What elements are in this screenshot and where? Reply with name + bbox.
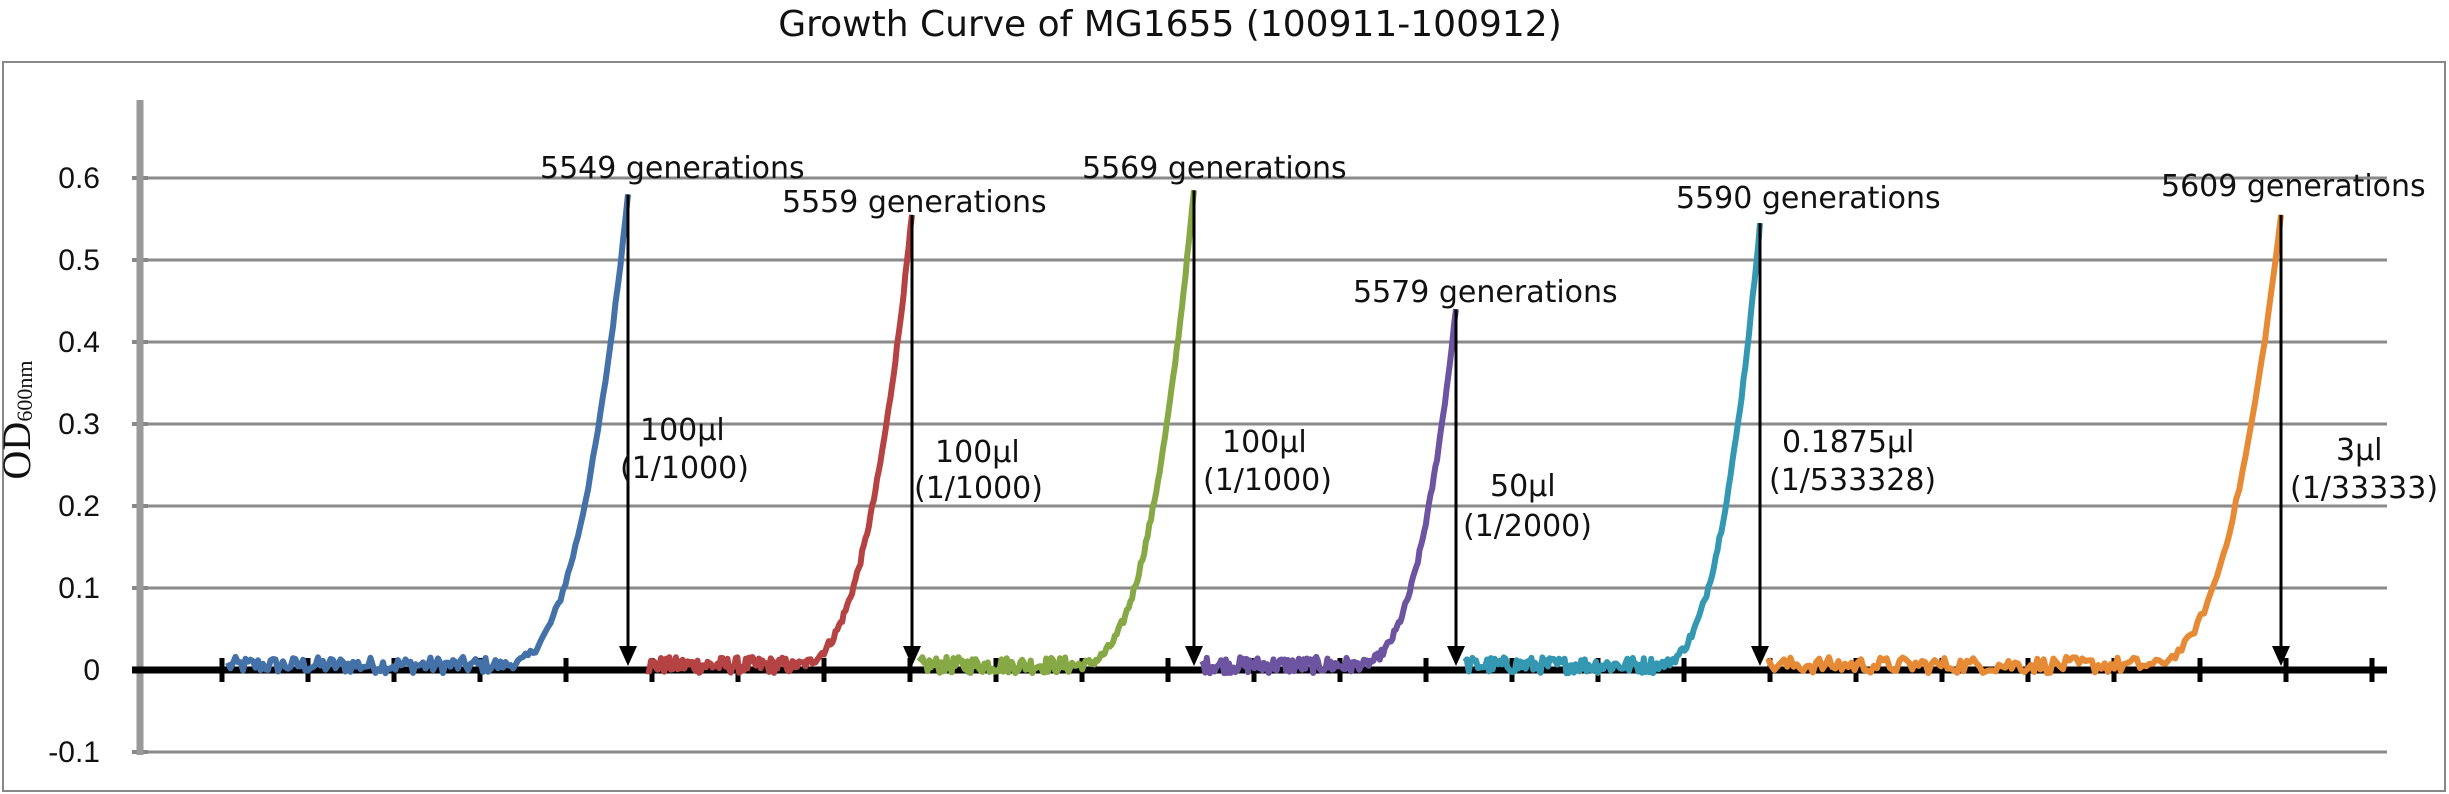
growth-curve-series-5 xyxy=(1462,222,1763,677)
y-tick-label: 0.1 xyxy=(58,572,100,605)
dilution-label: (1/33333) xyxy=(2290,471,2438,506)
generations-label: 5609 generations xyxy=(2161,169,2426,204)
series-group xyxy=(225,189,2284,677)
gridlines xyxy=(140,176,2387,754)
transfer-volume-label: 0.1875μl xyxy=(1782,425,1914,460)
growth-curve-series-4 xyxy=(1199,308,1459,677)
transfer-volume-label: 50μl xyxy=(1490,469,1556,504)
plot-area-border xyxy=(2,61,2446,792)
generations-label: 5559 generations xyxy=(782,185,1047,220)
growth-curve-series-1 xyxy=(225,194,631,677)
y-tick-label: 0 xyxy=(83,654,100,687)
transfer-volume-label: 100μl xyxy=(640,413,725,448)
growth-curve-series-2 xyxy=(644,214,915,676)
transfer-arrow-head xyxy=(1185,646,1203,666)
y-tick-label: 0.3 xyxy=(58,408,100,441)
transfer-arrow-head xyxy=(903,646,921,666)
y-tick-label: -0.1 xyxy=(48,736,100,769)
transfer-volume-label: 100μl xyxy=(1222,425,1307,460)
y-tick-label: 0.2 xyxy=(58,490,100,523)
transfer-volume-label: 100μl xyxy=(935,435,1020,470)
chart-title: Growth Curve of MG1655 (100911-100912) xyxy=(778,4,1562,45)
generations-label: 5579 generations xyxy=(1353,275,1618,310)
transfer-arrow-head xyxy=(1447,646,1465,666)
generations-label: 5549 generations xyxy=(540,151,805,186)
transfer-arrow-head xyxy=(1751,646,1769,666)
dilution-label: (1/2000) xyxy=(1463,509,1592,544)
generations-label: 5590 generations xyxy=(1676,181,1941,216)
y-tick-label: 0.5 xyxy=(58,244,100,277)
growth-curve-series-3 xyxy=(916,189,1197,677)
y-axis-label: OD600nm xyxy=(0,361,39,480)
y-axis-label-sub: 600nm xyxy=(12,361,37,422)
y-tick-label: 0.6 xyxy=(58,162,100,195)
transfer-arrow-head xyxy=(619,646,637,666)
growth-curve-series-6 xyxy=(1765,214,2284,676)
transfer-volume-label: 3μl xyxy=(2336,433,2383,468)
generations-label: 5569 generations xyxy=(1082,151,1347,186)
dilution-label: (1/1000) xyxy=(1203,463,1332,498)
dilution-label: (1/533328) xyxy=(1769,463,1936,498)
y-tick-label: 0.4 xyxy=(58,326,100,359)
y-axis-label-main: OD xyxy=(0,422,39,480)
transfer-arrow-head xyxy=(2272,646,2290,666)
dilution-label: (1/1000) xyxy=(914,471,1043,506)
dilution-label: (1/1000) xyxy=(620,451,749,486)
